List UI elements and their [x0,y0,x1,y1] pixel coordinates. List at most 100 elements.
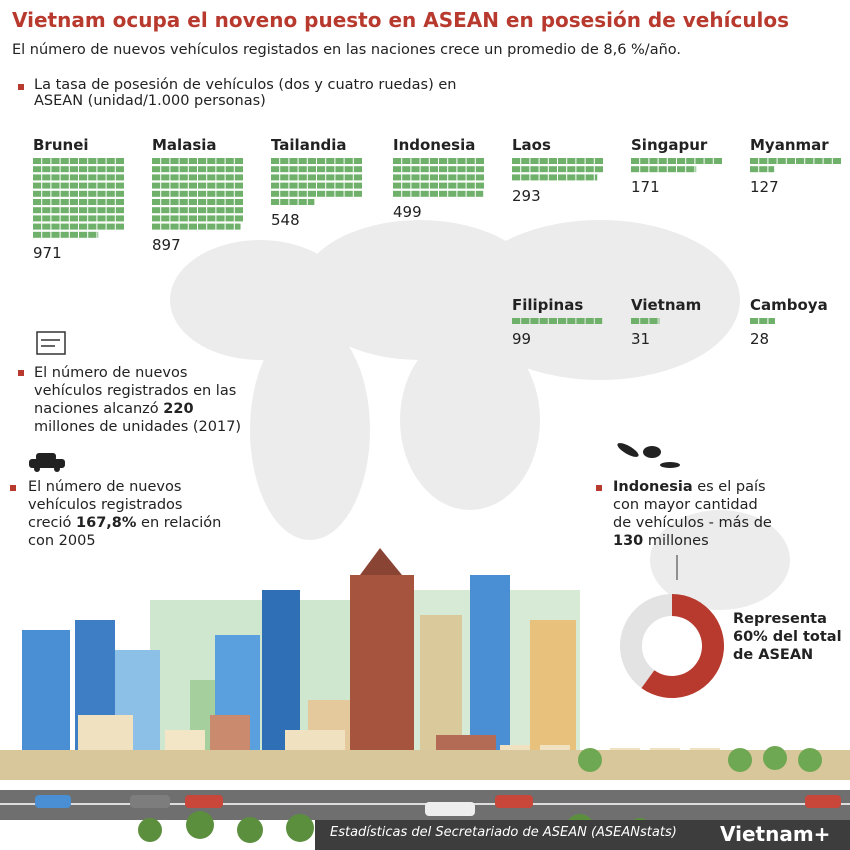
unit [326,158,335,164]
unit [97,207,106,214]
value-label: 897 [152,235,181,254]
unit [759,158,768,164]
unit [33,215,42,222]
unit [216,215,225,222]
unit [548,174,557,181]
unit [686,158,695,164]
unit [429,190,438,197]
unit [585,166,594,173]
unit [188,215,197,222]
unit [475,158,484,164]
unit [429,166,438,173]
unit [33,182,42,189]
unit [207,174,216,181]
unit [97,182,106,189]
unit [161,182,170,189]
unit [567,158,576,164]
unit [33,174,42,181]
unit [152,199,161,205]
unit [823,158,832,164]
pictogram [393,158,484,197]
unit [353,182,362,189]
unit [298,158,307,164]
unit [512,318,521,324]
pictogram [631,318,660,324]
unit [393,174,402,181]
unit [530,174,539,181]
unit [631,318,640,324]
unit [207,215,216,222]
unit [79,223,88,230]
unit [198,215,207,222]
unit [188,158,197,164]
unit [115,223,124,230]
unit [79,215,88,222]
unit [271,166,280,173]
pictogram-title: La tasa de posesión de vehículos (dos y … [34,77,457,109]
unit [60,215,69,222]
country-name: Tailandia [271,136,347,154]
unit [521,174,530,181]
unit [88,166,97,173]
unit [161,174,170,181]
unit [466,158,475,164]
unit [457,182,466,189]
unit [298,199,307,205]
unit [512,158,521,164]
unit [106,215,115,222]
unit [640,318,649,324]
unit [420,182,429,189]
unit [567,318,576,324]
unit [402,158,411,164]
unit [271,174,280,181]
unit [631,158,640,164]
unit [439,174,448,181]
unit [326,190,335,197]
unit [420,158,429,164]
unit [69,174,78,181]
skyline [0,548,850,850]
unit [79,158,88,164]
unit [317,174,326,181]
unit [106,174,115,181]
unit [307,166,316,173]
unit [539,158,548,164]
unit [152,182,161,189]
unit [79,182,88,189]
unit [576,318,585,324]
unit [677,166,686,173]
unit [33,231,42,238]
country-name: Laos [512,136,551,154]
unit [42,215,51,222]
unit [33,207,42,214]
unit [115,190,124,197]
bullet [596,485,602,491]
unit [198,174,207,181]
unit [179,215,188,222]
bullet [18,84,24,90]
unit [115,199,124,205]
unit [225,223,234,230]
unit [88,190,97,197]
unit [188,182,197,189]
unit [51,158,60,164]
unit [289,199,298,205]
unit [69,199,78,205]
unit [759,166,768,173]
bullet [18,370,24,376]
unit [51,174,60,181]
note: El número de nuevos vehículos registrado… [28,478,228,550]
unit [457,166,466,173]
unit [198,182,207,189]
unit [786,158,795,164]
unit [640,158,649,164]
unit [60,182,69,189]
car-icon [29,453,65,472]
unit [420,190,429,197]
unit [677,158,686,164]
unit [805,158,814,164]
unit [420,174,429,181]
unit [280,182,289,189]
unit [42,190,51,197]
unit [79,207,88,214]
